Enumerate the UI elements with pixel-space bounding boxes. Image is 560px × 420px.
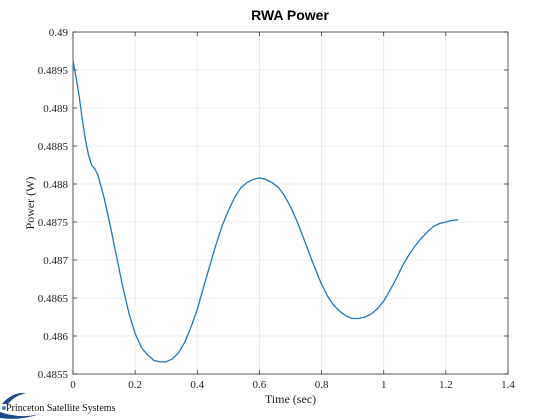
x-tick-label: 0.6 <box>253 379 267 391</box>
y-tick-label: 0.4855 <box>38 369 69 381</box>
x-axis-label: Time (sec) <box>265 392 316 406</box>
x-tick-label: 0.4 <box>190 379 204 391</box>
y-ticks: 0.4855 0.486 0.4865 0.487 0.4875 0.488 0.4885 0… <box>38 27 508 381</box>
y-axis-label: Power (W) <box>23 177 37 230</box>
princeton-logo: Princeton Satellite Systems <box>0 392 116 419</box>
y-tick-label: 0.49 <box>49 27 69 39</box>
logo-dot-icon <box>2 406 6 410</box>
y-tick-label: 0.486 <box>43 331 68 343</box>
x-ticks: 0 0.2 0.4 0.6 0.8 1 1.2 1.4 <box>70 32 515 391</box>
y-tick-label: 0.489 <box>43 103 68 115</box>
y-tick-label: 0.487 <box>43 255 68 267</box>
y-tick-label: 0.4895 <box>38 65 69 77</box>
series-group <box>72 60 459 363</box>
y-tick-label: 0.4875 <box>38 217 69 229</box>
x-tick-label: 0.2 <box>128 379 142 391</box>
logo-text: Princeton Satellite Systems <box>6 403 116 414</box>
swoosh-icon <box>2 392 26 404</box>
plot-frame <box>72 31 509 375</box>
x-tick-label: 0.8 <box>315 379 329 391</box>
x-tick-label: 1 <box>381 379 387 391</box>
swoosh-icon <box>0 412 40 419</box>
x-tick-label: 1.2 <box>439 379 453 391</box>
y-tick-label: 0.4885 <box>38 141 69 153</box>
series-line <box>72 60 459 363</box>
x-tick-label: 1.4 <box>501 379 515 391</box>
x-tick-label: 0 <box>70 379 76 391</box>
y-tick-label: 0.488 <box>43 179 68 191</box>
chart-title: RWA Power <box>251 7 329 23</box>
y-tick-label: 0.4865 <box>38 293 69 305</box>
